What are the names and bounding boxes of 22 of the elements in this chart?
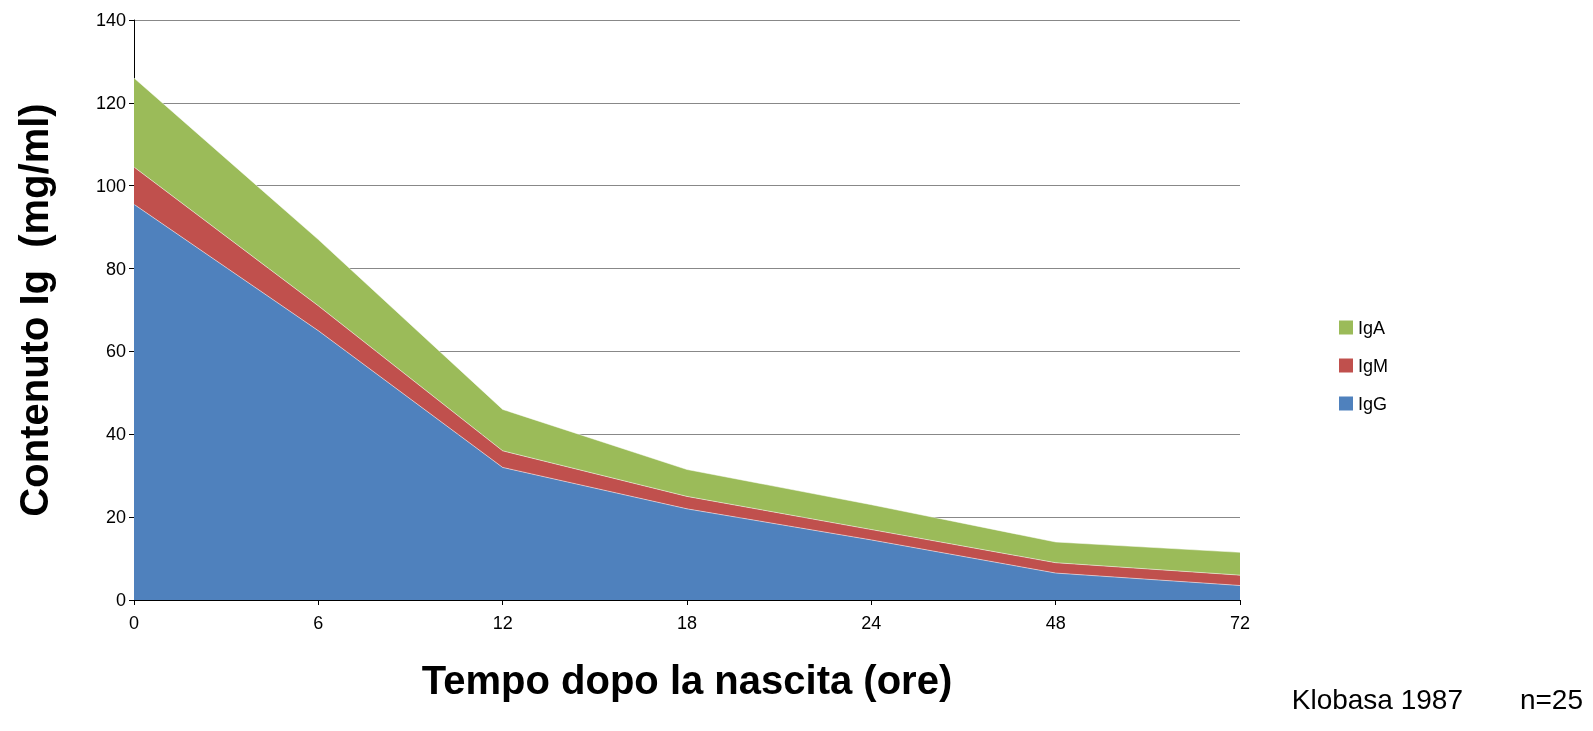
- y-tick-label: 120: [95, 92, 126, 113]
- y-tick-label: 80: [105, 258, 126, 279]
- x-tick-label: 0: [128, 613, 140, 633]
- y-tick-label: 40: [105, 424, 126, 445]
- y-axis-title: Contenuto Ig (mg/ml): [12, 103, 56, 517]
- y-tick-label: 60: [105, 341, 126, 362]
- x-tick-label: 24: [861, 613, 882, 633]
- y-tick-label: 100: [95, 175, 126, 196]
- legend-label: IgA: [1357, 317, 1386, 338]
- x-axis-title: Tempo dopo la nascita (ore): [421, 658, 953, 702]
- y-tick-label: 0: [115, 590, 126, 610]
- x-tick-label: 12: [492, 613, 513, 633]
- legend-label: IgM: [1357, 355, 1389, 376]
- y-tick-label: 20: [105, 507, 126, 528]
- text: n=25: [1519, 683, 1584, 715]
- x-tick-label: 6: [313, 613, 324, 633]
- x-tick-label: 48: [1045, 613, 1066, 633]
- x-tick-label: 72: [1229, 613, 1251, 633]
- y-tick-label: 140: [95, 10, 126, 30]
- x-tick-label: 18: [676, 613, 698, 633]
- text: Klobasa 1987: [1291, 683, 1464, 715]
- legend-label: IgG: [1357, 393, 1388, 414]
